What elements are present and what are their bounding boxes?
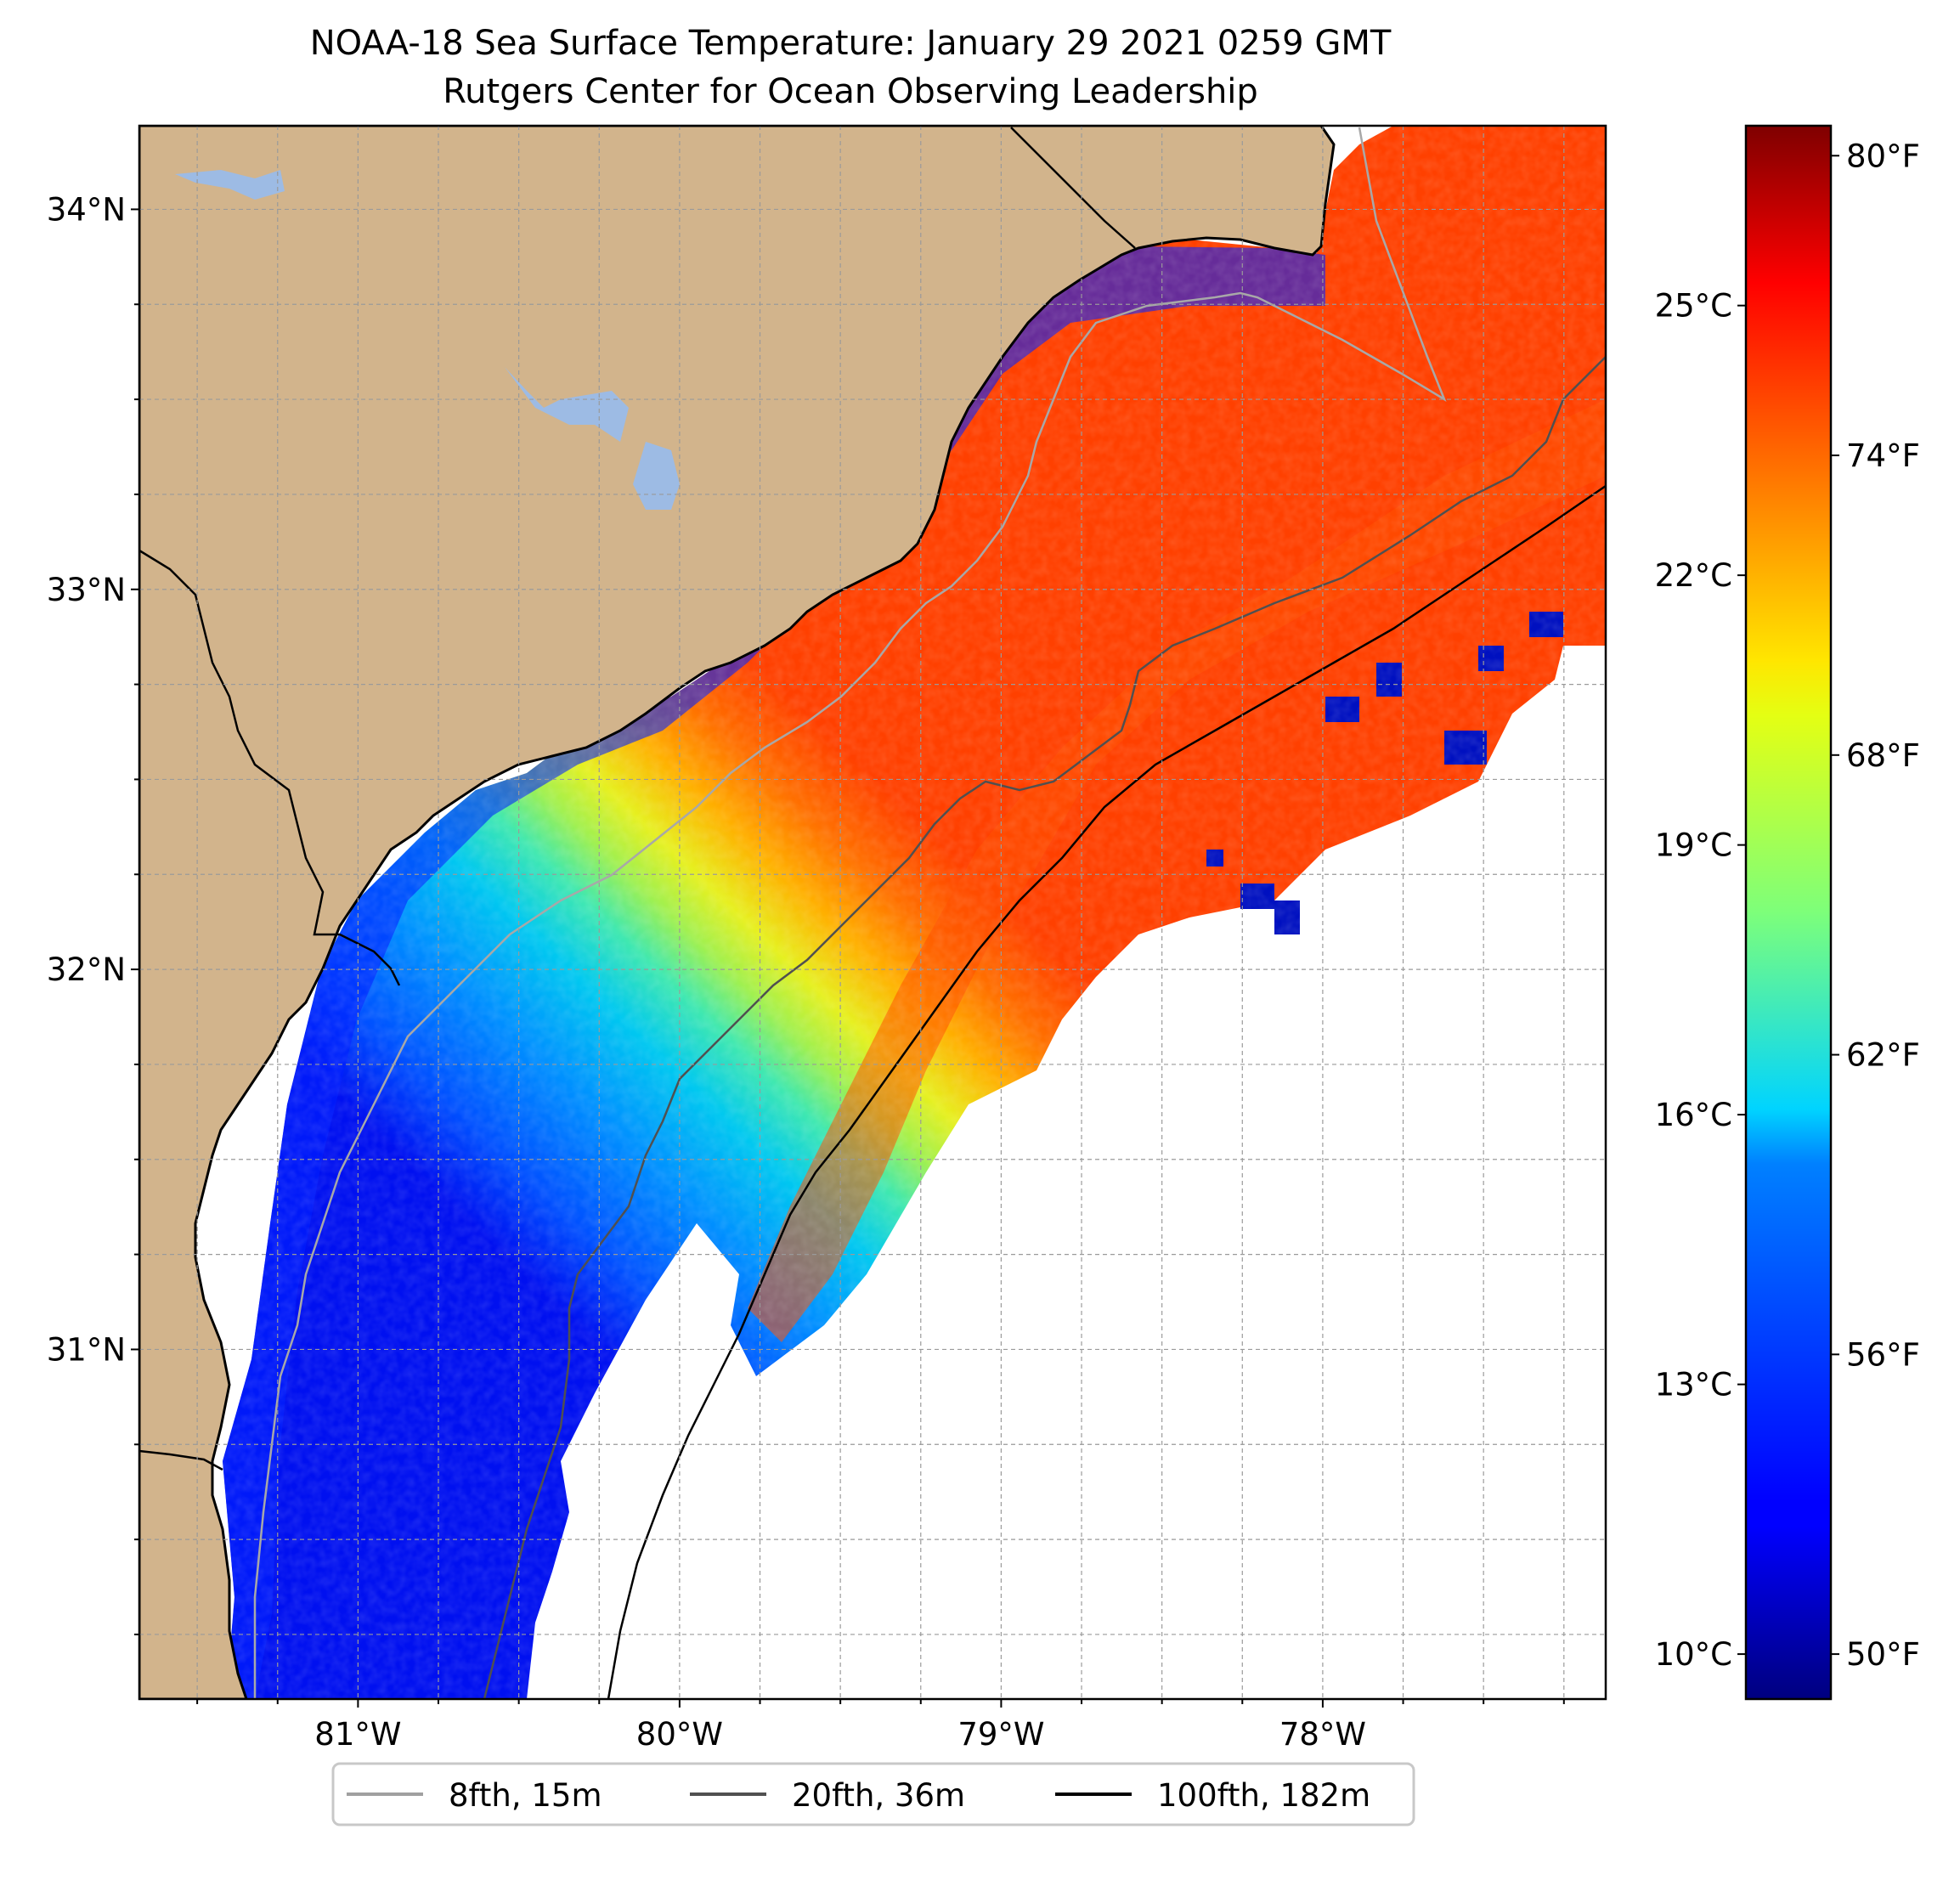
lake-marion [505,367,629,442]
colorbar-fahrenheit-axis: 80°F 74°F 68°F 62°F 56°F 50°F [1831,138,1920,1673]
lon-tick-label: 79°W [957,1716,1044,1753]
longitude-axis: 81°W 80°W 79°W 78°W [196,1699,1565,1753]
lat-tick-label: 33°N [47,572,126,608]
legend-label-182m: 100fth, 182m [1157,1777,1370,1814]
colorbar-gradient [1744,124,1833,1701]
map-frame [138,124,1607,1701]
lon-tick-label: 78°W [1279,1716,1366,1753]
colorbar-f-tick-label: 80°F [1846,138,1920,174]
map-area [139,126,1606,1699]
isobath-182m [607,484,1606,1699]
colorbar-c-tick-label: 25°C [1655,288,1732,325]
isobath-15m [253,127,1447,1699]
colorbar-celsius-axis: 25°C 22°C 19°C 16°C 13°C 10°C [1655,288,1746,1673]
colorbar-c-tick-label: 13°C [1655,1367,1732,1403]
lat-tick-label: 34°N [47,191,126,228]
colorbar-c-tick-label: 10°C [1655,1636,1732,1673]
title-line-1: NOAA-18 Sea Surface Temperature: January… [310,24,1392,63]
isobath-36m [483,356,1606,1699]
legend-label-36m: 20fth, 36m [792,1777,965,1814]
gridlines [139,126,1606,1699]
legend-label-15m: 8fth, 15m [449,1777,602,1814]
latitude-axis: 34°N 33°N 32°N 31°N [47,191,139,1635]
state-border-ga-fl [139,1449,223,1471]
title-line-2: Rutgers Center for Ocean Observing Leade… [443,72,1258,111]
isobath-legend: 8fth, 15m 20fth, 36m 100fth, 182m [331,1762,1415,1826]
colorbar-f-tick-label: 62°F [1846,1037,1920,1074]
colorbar-c-tick-label: 19°C [1655,827,1732,864]
lake-reservoir-north [175,170,285,200]
state-border-sc-ga [139,549,401,986]
lake-moultrie [633,442,680,510]
colorbar-c-tick-label: 16°C [1655,1097,1732,1133]
colorbar-f-tick-label: 50°F [1846,1636,1920,1673]
colorbar-c-tick-label: 22°C [1655,557,1732,594]
lat-tick-label: 32°N [47,951,126,988]
colorbar: 25°C 22°C 19°C 16°C 13°C 10°C 80°F 74°F 68°F 62°… [1655,124,1920,1701]
state-border-nc-sc [1010,127,1136,249]
legend-box [331,1762,1415,1826]
lon-tick-label: 81°W [314,1716,401,1753]
lon-tick-label: 80°W [636,1716,723,1753]
colorbar-f-tick-label: 74°F [1846,438,1920,474]
lat-tick-label: 31°N [47,1331,126,1368]
colorbar-f-tick-label: 56°F [1846,1336,1920,1373]
colorbar-f-tick-label: 68°F [1846,737,1920,774]
